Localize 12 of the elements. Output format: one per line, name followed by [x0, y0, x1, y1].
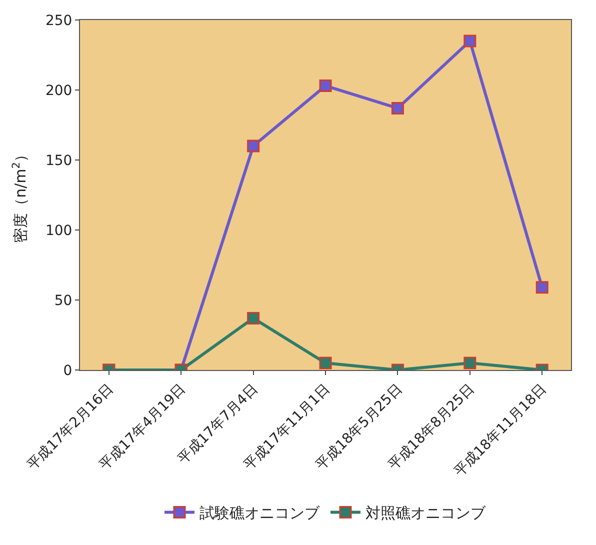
- y-tick-label: 50: [54, 292, 72, 309]
- point: [247, 140, 260, 152]
- y-tick-label: 150: [45, 152, 72, 169]
- y-tick-label: 100: [45, 222, 72, 239]
- y-tick-label: 250: [45, 12, 72, 29]
- point: [391, 102, 404, 114]
- y-tick-label: 200: [45, 82, 72, 99]
- point: [464, 34, 476, 48]
- legend-label: 試験礁オニコンブ: [200, 504, 320, 522]
- y-tick-label: 0: [63, 362, 72, 379]
- point: [319, 80, 332, 92]
- legend-label: 対照礁オニコンブ: [366, 504, 486, 522]
